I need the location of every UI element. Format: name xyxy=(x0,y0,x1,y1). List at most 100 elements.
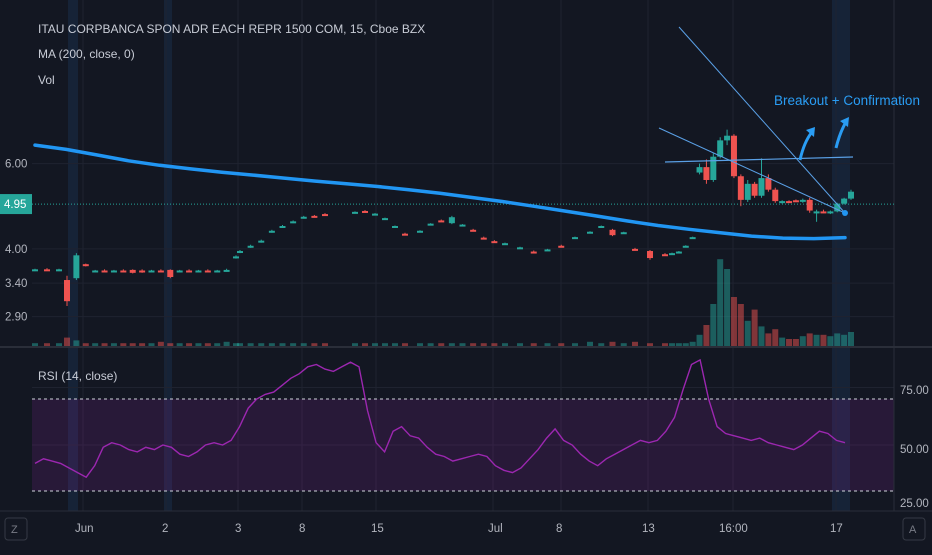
volume-bar xyxy=(779,337,786,346)
candle xyxy=(101,269,108,273)
volume-bar xyxy=(703,325,710,346)
candle-body xyxy=(841,198,848,204)
candle xyxy=(675,251,682,254)
zoom-toggle-button[interactable] xyxy=(4,517,28,541)
candle-body xyxy=(148,270,155,273)
candle xyxy=(372,213,378,216)
candle-body xyxy=(195,270,202,273)
candle-body xyxy=(572,237,578,240)
candle xyxy=(82,263,89,267)
volume-bar xyxy=(675,343,682,346)
candle xyxy=(502,242,508,246)
volume-bar xyxy=(120,343,127,346)
volume-bar xyxy=(148,343,155,346)
candle xyxy=(647,249,653,260)
price-tick-label: 2.90 xyxy=(5,312,27,324)
candle-body xyxy=(129,269,136,273)
candle xyxy=(558,244,565,248)
candle xyxy=(765,174,772,192)
candle xyxy=(710,153,717,182)
candle xyxy=(176,269,183,273)
candle-body xyxy=(737,176,744,200)
volume-bar xyxy=(609,341,616,346)
volume-bar xyxy=(765,333,772,346)
candle xyxy=(737,174,744,207)
volume-bar xyxy=(372,343,378,346)
candle-body xyxy=(717,140,724,157)
volume-bar xyxy=(587,341,593,346)
ma-indicator-label[interactable]: MA (200, close, 0) xyxy=(38,47,135,61)
annotation-text[interactable]: Breakout + Confirmation xyxy=(774,93,920,108)
time-tick-label: 15 xyxy=(371,523,384,535)
candle-body xyxy=(587,231,593,234)
volume-bar xyxy=(300,343,307,346)
candle xyxy=(572,236,578,240)
volume-bar xyxy=(689,341,696,346)
candle xyxy=(56,268,62,272)
candle xyxy=(717,137,724,159)
rsi-indicator-label[interactable]: RSI (14, close) xyxy=(38,369,117,383)
breakout-arrows[interactable] xyxy=(798,117,849,161)
candle xyxy=(799,198,806,203)
volume-bar xyxy=(786,339,793,346)
candle-body xyxy=(544,249,551,252)
volume-bar xyxy=(311,343,318,346)
candle xyxy=(620,231,627,235)
candle xyxy=(322,213,328,217)
volume-bar xyxy=(820,334,827,346)
volume-bar xyxy=(237,343,243,346)
candle xyxy=(470,228,477,232)
candle-body xyxy=(724,135,731,141)
volume-bar xyxy=(717,259,724,346)
candle xyxy=(820,209,827,214)
falling-wedge-drawing[interactable] xyxy=(658,26,854,216)
candle-body xyxy=(223,269,230,272)
rsi-line xyxy=(34,358,846,479)
candle-body xyxy=(459,224,466,227)
candle-body xyxy=(392,225,398,228)
candle-body xyxy=(730,135,737,177)
volume-bars xyxy=(32,259,854,346)
candle xyxy=(195,269,202,273)
volume-bar xyxy=(176,343,183,346)
candle-body xyxy=(300,216,307,219)
candle xyxy=(724,129,731,146)
candle xyxy=(417,230,423,233)
auto-scale-button[interactable] xyxy=(902,517,926,541)
symbol-title[interactable]: ITAU CORPBANCA SPON ADR EACH REPR 1500 C… xyxy=(38,22,425,36)
volume-bar xyxy=(772,329,779,346)
candle xyxy=(598,225,605,228)
volume-bar xyxy=(101,343,108,346)
candle-body xyxy=(438,220,445,223)
candle-body xyxy=(64,280,70,302)
candle-body xyxy=(427,223,434,226)
volume-indicator-label[interactable]: Vol xyxy=(38,73,55,87)
breakout-level-line[interactable] xyxy=(664,156,854,163)
candle xyxy=(148,269,155,273)
volume-bar xyxy=(517,343,523,346)
volume-bar xyxy=(696,334,703,346)
grid-lines xyxy=(32,0,894,511)
wedge-lower-line[interactable] xyxy=(658,127,846,214)
volume-bar xyxy=(362,343,368,346)
wedge-upper-line[interactable] xyxy=(678,26,846,214)
price-tick-label: 3.40 xyxy=(5,278,27,290)
candle xyxy=(682,245,689,248)
time-tick-label: 8 xyxy=(556,523,562,535)
volume-bar xyxy=(502,343,508,346)
candle xyxy=(157,269,164,273)
current-price-label: 4.95 xyxy=(4,199,26,211)
candle-body xyxy=(491,241,498,244)
candle-body xyxy=(609,229,616,236)
candle-body xyxy=(92,270,99,273)
candle xyxy=(491,240,498,244)
candle-body xyxy=(204,270,211,273)
volume-bar xyxy=(195,343,202,346)
wedge-apex-point[interactable] xyxy=(842,210,848,216)
volume-bar xyxy=(44,343,50,346)
volume-bar xyxy=(129,343,136,346)
candlestick-series xyxy=(32,129,854,306)
candle-body xyxy=(139,270,146,273)
candle-body xyxy=(372,213,378,216)
